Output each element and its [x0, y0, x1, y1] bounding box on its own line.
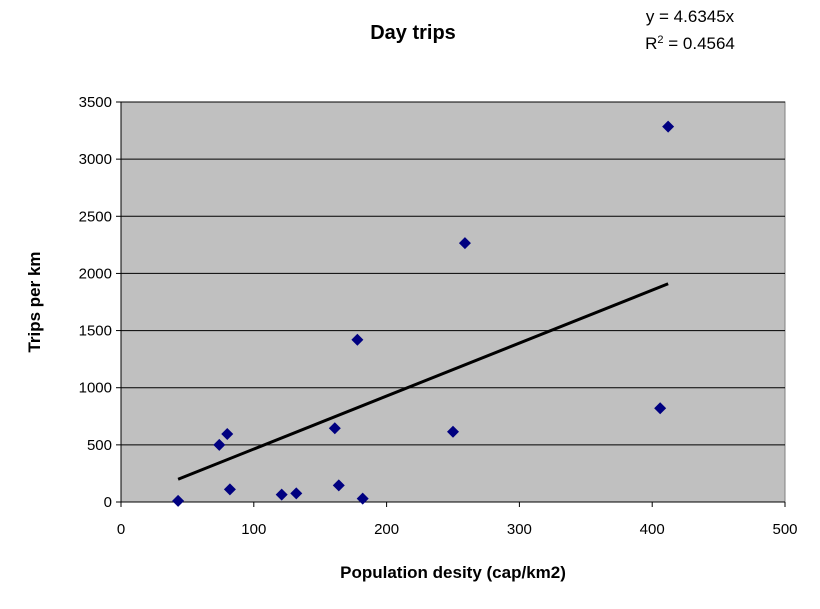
- data-point: [351, 333, 364, 346]
- data-point: [447, 425, 459, 438]
- data-point: [654, 402, 667, 415]
- y-tick-label: 3000: [79, 151, 112, 168]
- y-tick-labels: 0 500 1000 1500 2000 2500 3000 3500: [79, 94, 112, 511]
- data-point: [458, 237, 471, 250]
- data-points: [172, 120, 675, 507]
- r-squared-label: R2 = 0.4564: [645, 34, 735, 53]
- chart-title: Day trips: [370, 22, 456, 44]
- gridlines: [121, 101, 785, 446]
- data-point: [172, 494, 185, 507]
- x-tick-label: 400: [640, 521, 665, 538]
- data-point: [275, 488, 288, 501]
- trendline-equation: y = 4.6345x: [646, 7, 735, 26]
- y-tick-label: 3500: [79, 94, 112, 111]
- y-tick-label: 500: [87, 437, 112, 454]
- data-point: [662, 120, 675, 133]
- data-point: [223, 483, 236, 496]
- data-point: [290, 487, 303, 500]
- x-tick-label: 300: [507, 521, 532, 538]
- data-point: [332, 479, 345, 492]
- y-axis-label: Trips per km: [25, 251, 44, 352]
- x-tick-label: 200: [374, 521, 399, 538]
- trendline-path: [177, 282, 669, 481]
- y-tick-label: 2500: [79, 208, 112, 225]
- x-axis-label: Population desity (cap/km2): [340, 563, 566, 582]
- trendline: [177, 282, 669, 481]
- x-tick-label: 500: [772, 521, 797, 538]
- data-point: [213, 438, 226, 451]
- data-point: [328, 422, 341, 435]
- y-tick-label: 1500: [79, 323, 112, 340]
- y-tick-label: 0: [104, 494, 112, 511]
- x-tick-label: 100: [241, 521, 266, 538]
- x-tick-label: 0: [117, 521, 125, 538]
- x-tick-labels: 0 100 200 300 400 500: [117, 521, 798, 538]
- data-point: [356, 492, 369, 505]
- axes: [116, 101, 786, 507]
- data-point: [221, 428, 234, 440]
- y-tick-label: 2000: [79, 265, 112, 282]
- y-tick-label: 1000: [79, 380, 112, 397]
